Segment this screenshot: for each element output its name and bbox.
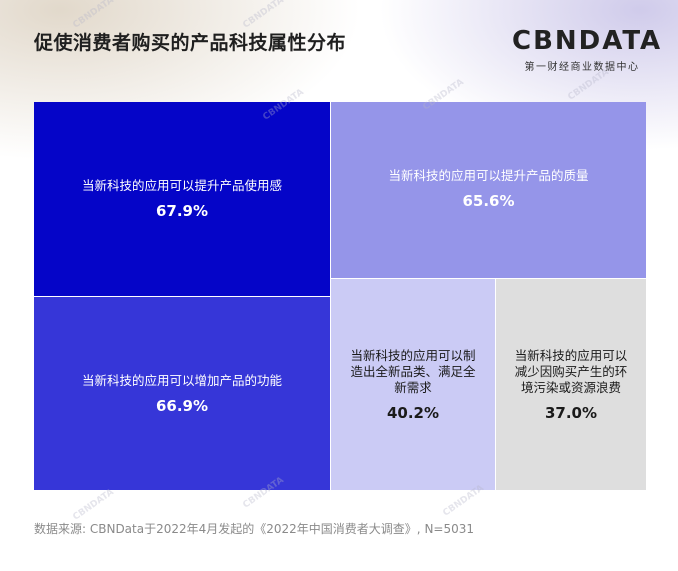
- page-title: 促使消费者购买的产品科技属性分布: [34, 32, 347, 54]
- treemap-tile: 当新科技的应用可以减少因购买产生的环境污染或资源浪费 37.0%: [496, 279, 646, 490]
- treemap-tile-label: 当新科技的应用可以增加产品的功能: [81, 372, 282, 388]
- data-source-note: 数据来源: CBNData于2022年4月发起的《2022年中国消费者大调查》,…: [34, 522, 475, 536]
- treemap-tile: 当新科技的应用可以制造出全新品类、满足全新需求 40.2%: [331, 279, 495, 490]
- brand-subtitle: 第一财经商业数据中心: [524, 62, 640, 73]
- treemap-chart: 当新科技的应用可以提升产品使用感 67.9% 当新科技的应用可以增加产品的功能 66.…: [34, 102, 646, 490]
- treemap-tile-value: 66.9%: [155, 396, 209, 415]
- treemap-tile: 当新科技的应用可以增加产品的功能 66.9%: [34, 297, 330, 490]
- treemap-tile-value: 67.9%: [155, 202, 209, 220]
- treemap-tile-label: 当新科技的应用可以制造出全新品类、满足全新需求: [350, 347, 476, 395]
- treemap-tile: 当新科技的应用可以提升产品使用感 67.9%: [34, 102, 330, 296]
- treemap-tile-label: 当新科技的应用可以提升产品使用感: [81, 178, 282, 193]
- treemap-tile-value: 40.2%: [386, 403, 440, 422]
- treemap-tile-value: 65.6%: [462, 192, 515, 210]
- brand-block: CBNDATA 第一财经商业数据中心: [512, 26, 663, 73]
- brand-logo: CBNDATA: [512, 26, 663, 56]
- treemap-tile-label: 当新科技的应用可以减少因购买产生的环境污染或资源浪费: [514, 347, 628, 395]
- treemap-tile: 当新科技的应用可以提升产品的质量 65.6%: [331, 102, 646, 278]
- treemap-tile-label: 当新科技的应用可以提升产品的质量: [388, 168, 589, 183]
- treemap-tile-value: 37.0%: [544, 403, 598, 422]
